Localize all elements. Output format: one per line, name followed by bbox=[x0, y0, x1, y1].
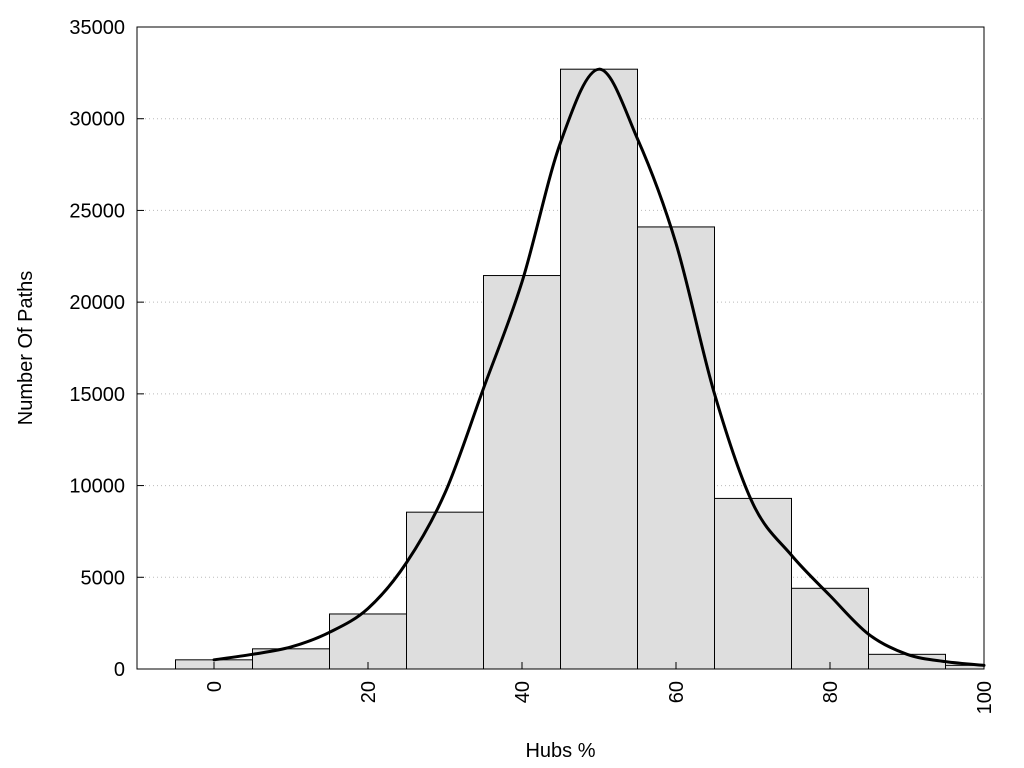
y-tick-label: 10000 bbox=[69, 476, 125, 498]
plot-frame bbox=[136, 26, 985, 670]
y-tick-label: 20000 bbox=[69, 292, 125, 314]
x-tick-label: 60 bbox=[666, 681, 688, 703]
y-tick-label: 15000 bbox=[69, 384, 125, 406]
x-tick-label: 80 bbox=[820, 681, 842, 703]
density-curve bbox=[212, 67, 986, 667]
y-tick-label: 30000 bbox=[69, 109, 125, 131]
histogram-bars bbox=[175, 68, 985, 670]
density-curve-layer bbox=[212, 67, 986, 667]
histogram-bar bbox=[560, 68, 638, 670]
y-tick-label: 25000 bbox=[69, 200, 125, 222]
histogram-bar bbox=[637, 226, 715, 670]
histogram-bar bbox=[868, 653, 946, 670]
y-axis-ticks: 0 5000 10000 15000 20000 25000 30000 35000 bbox=[69, 17, 144, 681]
histogram-bar bbox=[483, 275, 561, 670]
x-tick-label: 20 bbox=[358, 681, 380, 703]
histogram-bar bbox=[329, 613, 407, 670]
x-tick-label: 40 bbox=[512, 681, 534, 703]
x-axis-ticks: 0 20 40 60 80 100 bbox=[204, 662, 996, 714]
histogram-bar bbox=[714, 497, 792, 670]
x-tick-label: 100 bbox=[974, 681, 996, 714]
y-tick-label: 5000 bbox=[81, 567, 126, 589]
y-tick-label: 35000 bbox=[69, 17, 125, 39]
y-tick-label: 0 bbox=[114, 659, 125, 681]
histogram-bar bbox=[406, 511, 484, 670]
x-axis-label: Hubs % bbox=[525, 740, 595, 762]
histogram-bar bbox=[791, 587, 869, 670]
x-tick-label: 0 bbox=[204, 681, 226, 692]
y-axis-label: Number Of Paths bbox=[15, 271, 37, 426]
